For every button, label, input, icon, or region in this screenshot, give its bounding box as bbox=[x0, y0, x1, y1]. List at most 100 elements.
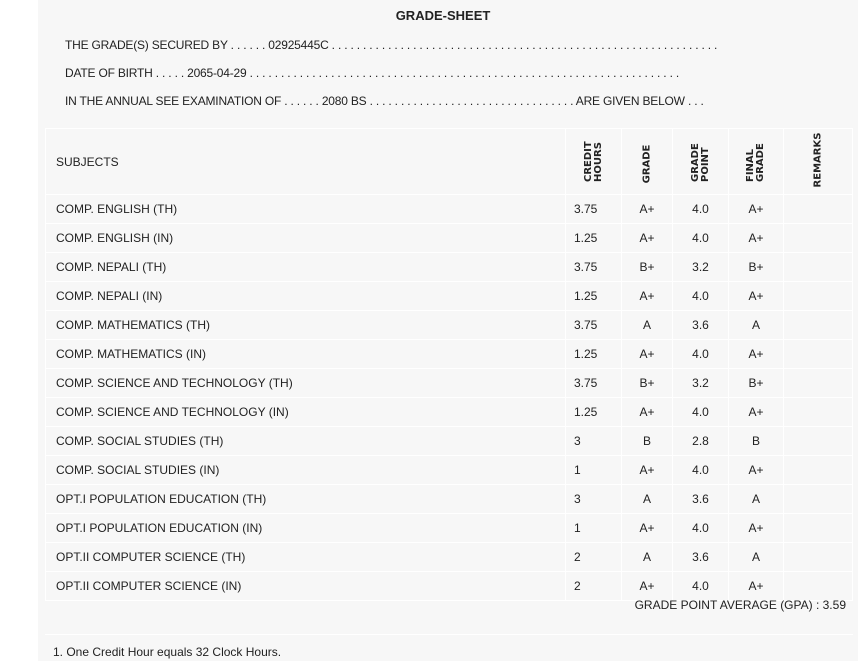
cell-remarks bbox=[783, 484, 853, 514]
cell-subject: OPT.I POPULATION EDUCATION (TH) bbox=[45, 484, 566, 514]
cell-remarks bbox=[783, 542, 853, 572]
cell-grade: A bbox=[621, 310, 673, 340]
cell-gp: 4.0 bbox=[672, 194, 729, 224]
cell-remarks bbox=[783, 194, 853, 224]
dob-line: DATE OF BIRTH . . . . . 2065-04-29 . . .… bbox=[65, 66, 679, 80]
exam-line: IN THE ANNUAL SEE EXAMINATION OF . . . .… bbox=[65, 94, 704, 108]
cell-credit: 3 bbox=[565, 484, 622, 514]
cell-gp: 2.8 bbox=[672, 426, 729, 456]
cell-credit: 3.75 bbox=[565, 310, 622, 340]
header-subjects: SUBJECTS bbox=[45, 128, 566, 195]
cell-gp: 4.0 bbox=[672, 397, 729, 427]
table-row: COMP. MATHEMATICS (IN) 1.25 A+ 4.0 A+ bbox=[45, 339, 853, 369]
cell-subject: OPT.II COMPUTER SCIENCE (TH) bbox=[45, 542, 566, 572]
cell-credit: 3.75 bbox=[565, 194, 622, 224]
table-row: COMP. SOCIAL STUDIES (IN) 1 A+ 4.0 A+ bbox=[45, 455, 853, 485]
header-credit-hours: CREDIT HOURS bbox=[565, 128, 622, 195]
grades-table: SUBJECTS CREDIT HOURS GRADE GRADE POINT … bbox=[45, 128, 853, 601]
table-row: COMP. SOCIAL STUDIES (TH) 3 B 2.8 B bbox=[45, 426, 853, 456]
table-row: COMP. ENGLISH (IN) 1.25 A+ 4.0 A+ bbox=[45, 223, 853, 253]
cell-subject: COMP. NEPALI (TH) bbox=[45, 252, 566, 282]
cell-subject: COMP. SCIENCE AND TECHNOLOGY (IN) bbox=[45, 397, 566, 427]
cell-subject: COMP. ENGLISH (IN) bbox=[45, 223, 566, 253]
cell-remarks bbox=[783, 571, 853, 601]
cell-final: A+ bbox=[728, 339, 784, 369]
cell-final: A+ bbox=[728, 281, 784, 311]
table-row: OPT.II COMPUTER SCIENCE (TH) 2 A 3.6 A bbox=[45, 542, 853, 572]
cell-subject: COMP. NEPALI (IN) bbox=[45, 281, 566, 311]
grade-sheet-panel: GRADE-SHEET THE GRADE(S) SECURED BY . . … bbox=[38, 0, 858, 661]
cell-final: A+ bbox=[728, 571, 784, 601]
table-row: OPT.II COMPUTER SCIENCE (IN) 2 A+ 4.0 A+ bbox=[45, 571, 853, 601]
cell-subject: COMP. SOCIAL STUDIES (IN) bbox=[45, 455, 566, 485]
cell-grade: A+ bbox=[621, 223, 673, 253]
cell-final: A bbox=[728, 542, 784, 572]
cell-grade: B bbox=[621, 426, 673, 456]
cell-subject: COMP. ENGLISH (TH) bbox=[45, 194, 566, 224]
table-row: COMP. SCIENCE AND TECHNOLOGY (IN) 1.25 A+ 4… bbox=[45, 397, 853, 427]
cell-remarks bbox=[783, 397, 853, 427]
cell-remarks bbox=[783, 426, 853, 456]
cell-remarks bbox=[783, 339, 853, 369]
cell-gp: 3.6 bbox=[672, 542, 729, 572]
cell-credit: 1.25 bbox=[565, 339, 622, 369]
cell-grade: A+ bbox=[621, 455, 673, 485]
cell-gp: 4.0 bbox=[672, 571, 729, 601]
cell-final: B+ bbox=[728, 368, 784, 398]
cell-grade: A+ bbox=[621, 571, 673, 601]
cell-gp: 4.0 bbox=[672, 281, 729, 311]
cell-gp: 3.6 bbox=[672, 310, 729, 340]
cell-grade: A+ bbox=[621, 281, 673, 311]
cell-grade: A bbox=[621, 484, 673, 514]
table-row: COMP. MATHEMATICS (TH) 3.75 A 3.6 A bbox=[45, 310, 853, 340]
cell-remarks bbox=[783, 310, 853, 340]
cell-subject: OPT.II COMPUTER SCIENCE (IN) bbox=[45, 571, 566, 601]
cell-final: A+ bbox=[728, 223, 784, 253]
cell-remarks bbox=[783, 223, 853, 253]
header-final-grade: FINAL GRADE bbox=[728, 128, 784, 195]
header-grade: GRADE bbox=[621, 128, 673, 195]
cell-final: A bbox=[728, 484, 784, 514]
cell-subject: COMP. SCIENCE AND TECHNOLOGY (TH) bbox=[45, 368, 566, 398]
cell-gp: 3.2 bbox=[672, 368, 729, 398]
cell-subject: COMP. SOCIAL STUDIES (TH) bbox=[45, 426, 566, 456]
cell-grade: A+ bbox=[621, 339, 673, 369]
cell-credit: 1.25 bbox=[565, 397, 622, 427]
cell-remarks bbox=[783, 281, 853, 311]
cell-final: A bbox=[728, 310, 784, 340]
cell-final: A+ bbox=[728, 194, 784, 224]
cell-gp: 4.0 bbox=[672, 513, 729, 543]
cell-final: A+ bbox=[728, 397, 784, 427]
cell-gp: 3.2 bbox=[672, 252, 729, 282]
secured-by-line: THE GRADE(S) SECURED BY . . . . . . 0292… bbox=[65, 38, 718, 52]
cell-remarks bbox=[783, 252, 853, 282]
table-row: COMP. NEPALI (TH) 3.75 B+ 3.2 B+ bbox=[45, 252, 853, 282]
cell-remarks bbox=[783, 513, 853, 543]
cell-gp: 4.0 bbox=[672, 455, 729, 485]
table-row: COMP. NEPALI (IN) 1.25 A+ 4.0 A+ bbox=[45, 281, 853, 311]
cell-gp: 4.0 bbox=[672, 223, 729, 253]
cell-grade: A bbox=[621, 542, 673, 572]
cell-credit: 1.25 bbox=[565, 281, 622, 311]
cell-grade: A+ bbox=[621, 397, 673, 427]
cell-grade: A+ bbox=[621, 513, 673, 543]
cell-credit: 3.75 bbox=[565, 252, 622, 282]
table-row: COMP. SCIENCE AND TECHNOLOGY (TH) 3.75 B+ 3… bbox=[45, 368, 853, 398]
page-title: GRADE-SHEET bbox=[395, 8, 491, 23]
cell-subject: COMP. MATHEMATICS (IN) bbox=[45, 339, 566, 369]
cell-credit: 2 bbox=[565, 571, 622, 601]
header-grade-point: GRADE POINT bbox=[672, 128, 729, 195]
cell-credit: 1.25 bbox=[565, 223, 622, 253]
cell-final: A+ bbox=[728, 455, 784, 485]
cell-grade: B+ bbox=[621, 368, 673, 398]
cell-subject: COMP. MATHEMATICS (TH) bbox=[45, 310, 566, 340]
table-row: OPT.I POPULATION EDUCATION (IN) 1 A+ 4.0 A+ bbox=[45, 513, 853, 543]
cell-gp: 4.0 bbox=[672, 339, 729, 369]
cell-credit: 1 bbox=[565, 455, 622, 485]
cell-final: A+ bbox=[728, 513, 784, 543]
table-row: COMP. ENGLISH (TH) 3.75 A+ 4.0 A+ bbox=[45, 194, 853, 224]
cell-credit: 2 bbox=[565, 542, 622, 572]
gpa-value: GRADE POINT AVERAGE (GPA) : 3.59 bbox=[634, 598, 846, 612]
cell-credit: 3.75 bbox=[565, 368, 622, 398]
cell-final: B bbox=[728, 426, 784, 456]
